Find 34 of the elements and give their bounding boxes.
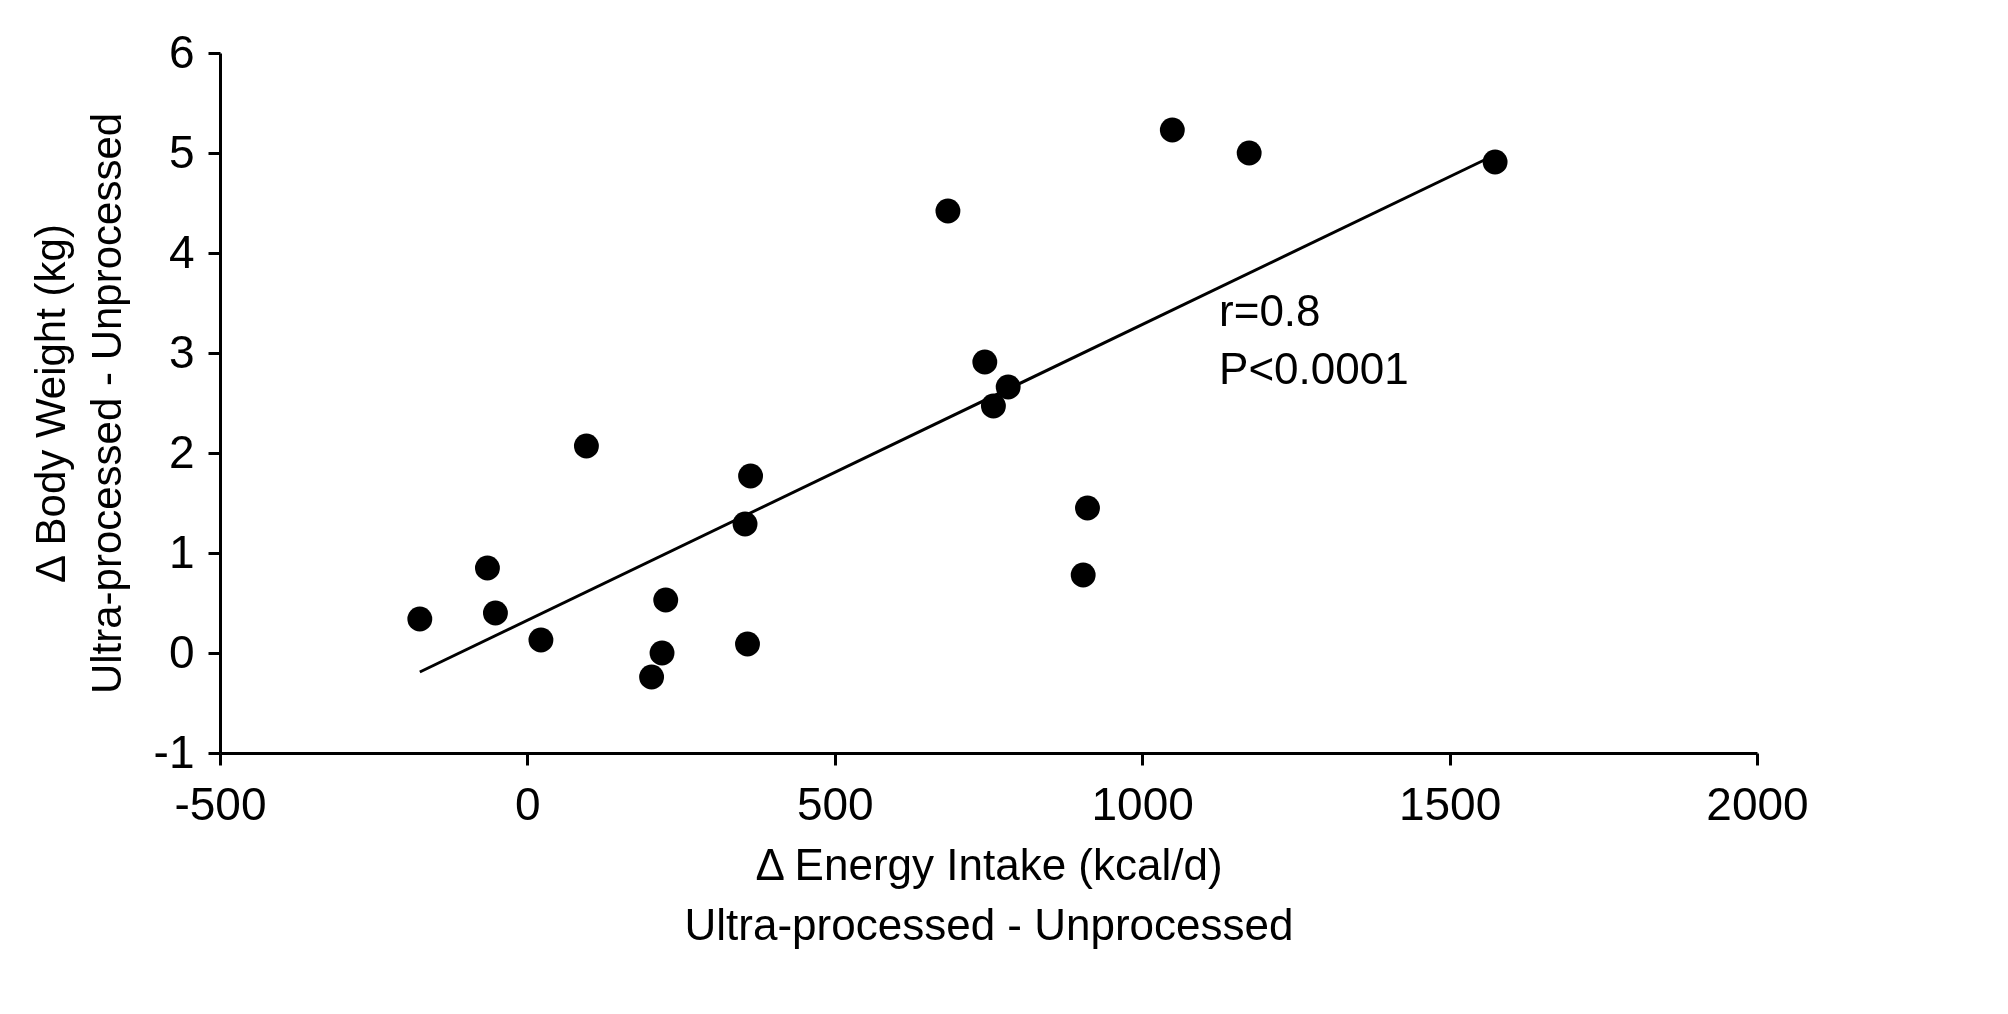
- point: [735, 631, 760, 657]
- y-tick-label: 6: [168, 25, 195, 78]
- y-tick-label: -1: [153, 725, 195, 778]
- y-tick-label: 5: [168, 125, 195, 178]
- point: [935, 198, 961, 224]
- y-tick-label: 0: [168, 625, 195, 678]
- point: [649, 640, 675, 666]
- point: [407, 606, 433, 632]
- y-tick-label: 1: [168, 525, 195, 578]
- y-tick-label: 2: [168, 425, 195, 478]
- point: [653, 587, 679, 613]
- point: [738, 463, 764, 489]
- y-tick-label: 4: [168, 225, 195, 278]
- x-tick-label: -500: [174, 777, 267, 830]
- point: [474, 555, 500, 581]
- point: [1159, 117, 1185, 143]
- point: [482, 600, 508, 626]
- x-tick-label: 1000: [1091, 777, 1194, 830]
- x-tick-label: 1500: [1398, 777, 1502, 830]
- x-axis-title: Δ Energy Intake (kcal/d) Ultra-processed - Unprocessed: [684, 839, 1294, 949]
- annotation: r=0.8 P<0.0001: [1219, 286, 1409, 393]
- x-tick-label: 0: [515, 777, 541, 830]
- point: [528, 627, 554, 653]
- point: [639, 664, 665, 690]
- point: [1070, 562, 1096, 588]
- point: [1482, 149, 1508, 175]
- y-axis-title: Δ Body Weight (kg) Ultra-processed - Unprocessed: [26, 112, 130, 695]
- point: [1075, 495, 1100, 521]
- point: [972, 349, 998, 375]
- x-tick-label: 500: [796, 777, 874, 830]
- point: [1236, 140, 1262, 166]
- x-tick-label: 2000: [1706, 777, 1809, 830]
- y-tick-label: 3: [168, 325, 195, 378]
- point: [573, 433, 599, 459]
